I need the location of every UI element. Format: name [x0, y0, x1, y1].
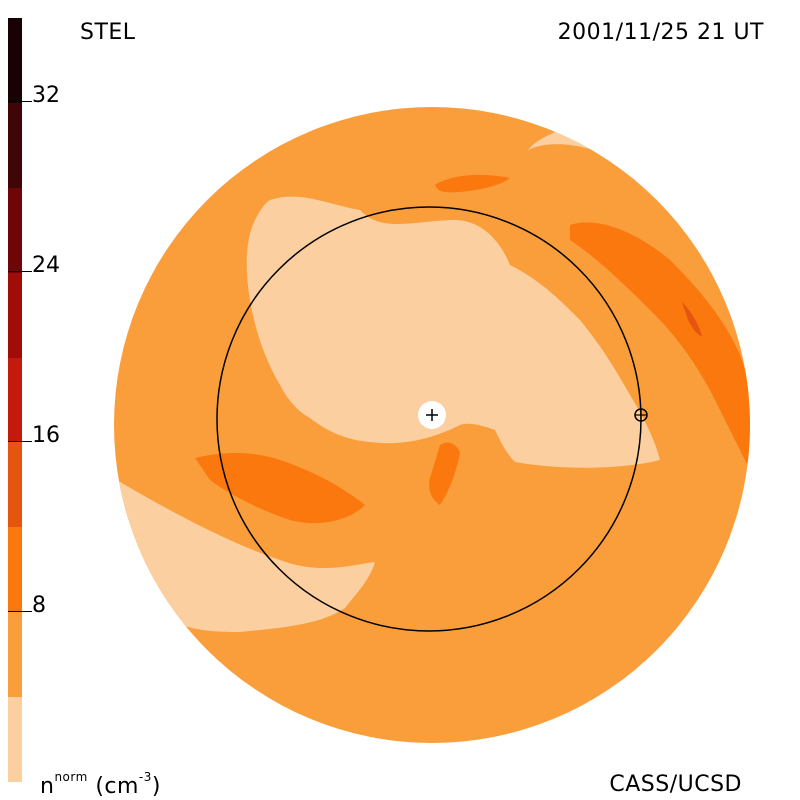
colorbar	[8, 18, 22, 783]
colorbar-tick	[8, 441, 32, 442]
medium-density-region-center-arm	[429, 442, 460, 505]
colorbar-tick-label: 24	[32, 253, 60, 278]
unit-paren-open: (cm	[95, 774, 139, 799]
colorbar-segment	[8, 18, 22, 103]
medium-density-region-north	[435, 174, 510, 193]
colorbar-tick	[8, 101, 32, 102]
colorbar-segment	[8, 527, 22, 613]
high-density-region	[682, 302, 702, 336]
observatory-title: STEL	[80, 20, 136, 45]
unit-base: n	[40, 774, 55, 799]
credit-label: CASS/UCSD	[609, 772, 742, 797]
colorbar-segment	[8, 442, 22, 528]
colorbar-tick-label: 32	[32, 83, 60, 108]
colorbar-segment	[8, 612, 22, 698]
colorbar-tick-label: 16	[32, 423, 60, 448]
timestamp-title: 2001/11/25 21 UT	[557, 20, 764, 45]
unit-superscript: norm	[54, 770, 88, 784]
medium-density-region-northeast	[570, 222, 750, 480]
unit-paren-close: )	[151, 774, 161, 799]
colorbar-segment	[8, 187, 22, 273]
low-density-region-central	[246, 196, 660, 468]
colorbar-segment	[8, 102, 22, 188]
medium-density-region-southwest	[195, 453, 365, 524]
colorbar-tick-label: 8	[32, 593, 46, 618]
colorbar-segment	[8, 357, 22, 443]
colorbar-segment	[8, 272, 22, 358]
unit-label: nnorm (cm-3)	[40, 770, 161, 799]
colorbar-tick	[8, 611, 32, 612]
colorbar-segment	[8, 697, 22, 783]
colorbar-tick	[8, 271, 32, 272]
unit-exponent: -3	[138, 770, 152, 784]
